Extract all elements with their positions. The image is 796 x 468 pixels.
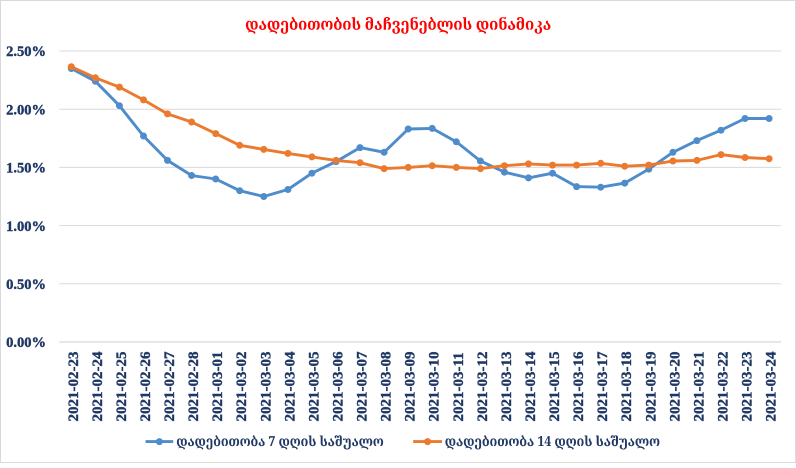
svg-text:2021-03-10: 2021-03-10 bbox=[427, 352, 443, 422]
svg-text:2021-03-18: 2021-03-18 bbox=[619, 352, 635, 422]
svg-text:2021-03-16: 2021-03-16 bbox=[571, 351, 587, 421]
svg-text:2021-03-11: 2021-03-11 bbox=[451, 352, 467, 421]
svg-text:2021-03-02: 2021-03-02 bbox=[234, 352, 250, 422]
svg-text:2021-02-28: 2021-02-28 bbox=[186, 352, 202, 422]
svg-text:2021-02-26: 2021-02-26 bbox=[138, 351, 154, 421]
svg-text:2021-03-23: 2021-03-23 bbox=[740, 352, 756, 422]
svg-text:2021-03-15: 2021-03-15 bbox=[547, 352, 563, 422]
svg-text:2021-03-22: 2021-03-22 bbox=[716, 352, 732, 422]
svg-text:1.00%: 1.00% bbox=[6, 219, 46, 235]
svg-text:2021-02-24: 2021-02-24 bbox=[90, 351, 106, 421]
svg-text:2021-03-07: 2021-03-07 bbox=[355, 351, 371, 421]
svg-text:2021-03-05: 2021-03-05 bbox=[306, 352, 322, 422]
svg-text:2021-03-20: 2021-03-20 bbox=[667, 352, 683, 422]
svg-text:2021-03-09: 2021-03-09 bbox=[403, 352, 419, 422]
svg-text:2021-03-13: 2021-03-13 bbox=[499, 352, 515, 422]
svg-text:2021-03-04: 2021-03-04 bbox=[282, 351, 298, 421]
svg-text:2021-03-19: 2021-03-19 bbox=[643, 352, 659, 422]
svg-text:2021-02-25: 2021-02-25 bbox=[114, 352, 130, 422]
svg-text:2021-03-17: 2021-03-17 bbox=[595, 351, 611, 421]
svg-text:2021-03-01: 2021-03-01 bbox=[210, 352, 226, 422]
svg-text:2021-02-23: 2021-02-23 bbox=[66, 352, 82, 422]
svg-text:2021-02-27: 2021-02-27 bbox=[162, 351, 178, 421]
svg-text:2021-03-08: 2021-03-08 bbox=[379, 352, 395, 422]
svg-text:2021-03-14: 2021-03-14 bbox=[523, 351, 539, 421]
svg-text:0.00%: 0.00% bbox=[6, 335, 46, 351]
svg-text:0.50%: 0.50% bbox=[6, 277, 46, 293]
svg-text:2021-03-03: 2021-03-03 bbox=[258, 352, 274, 422]
svg-text:2.00%: 2.00% bbox=[6, 102, 46, 118]
svg-text:2021-03-24: 2021-03-24 bbox=[764, 351, 780, 421]
svg-text:2021-03-21: 2021-03-21 bbox=[691, 352, 707, 422]
svg-text:2.50%: 2.50% bbox=[6, 44, 46, 60]
svg-text:2021-03-06: 2021-03-06 bbox=[331, 351, 347, 421]
svg-text:2021-03-12: 2021-03-12 bbox=[475, 352, 491, 422]
svg-text:1.50%: 1.50% bbox=[6, 161, 46, 177]
